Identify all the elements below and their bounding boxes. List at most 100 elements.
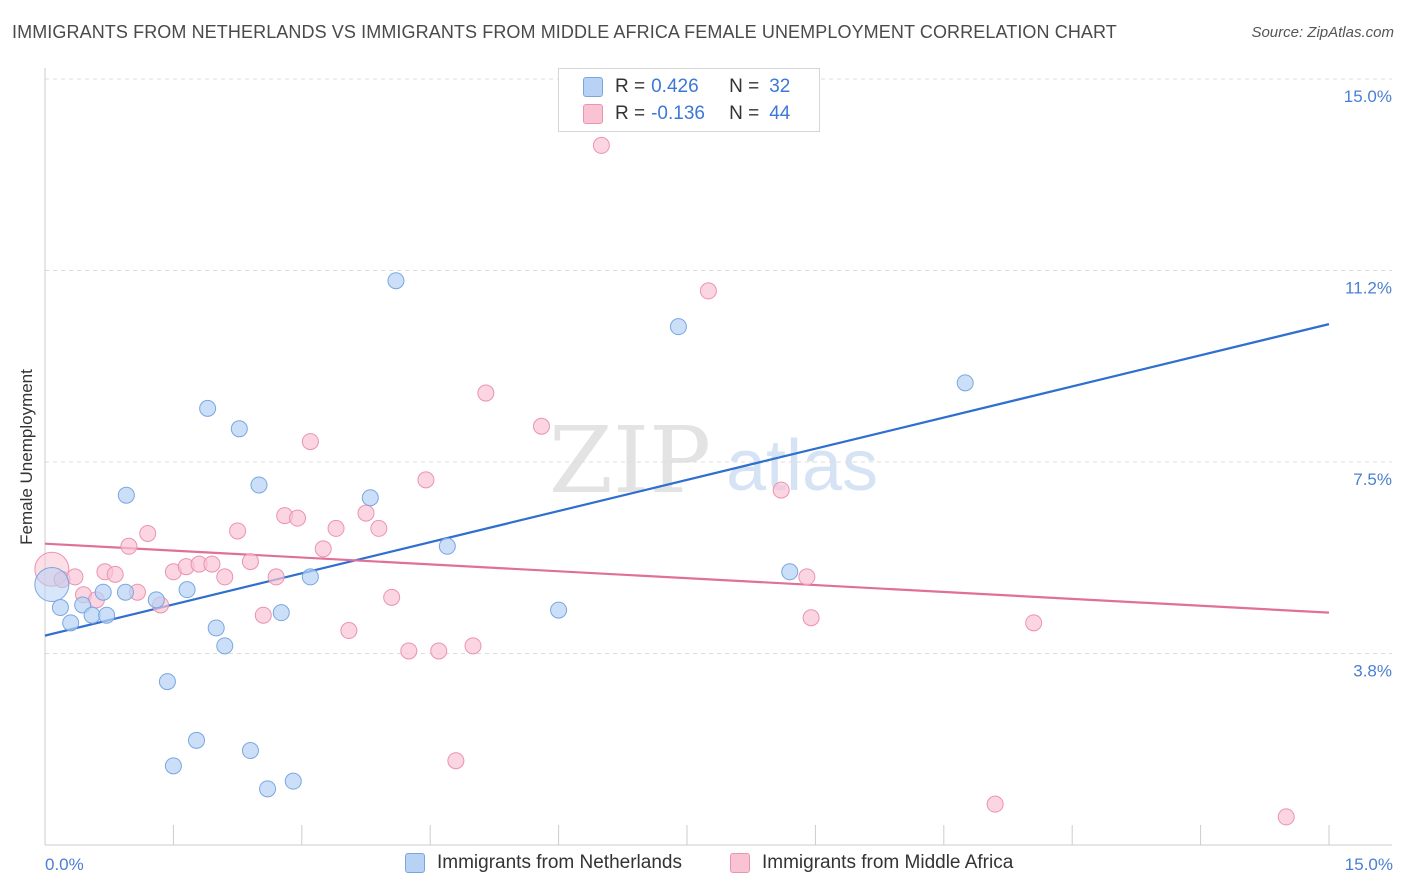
point-africa (327, 519, 345, 537)
point-africa (139, 524, 157, 542)
legend-n-value: 44 (769, 103, 791, 124)
point-africa (301, 433, 319, 451)
point-africa (532, 417, 550, 435)
point-netherlands (781, 563, 799, 581)
point-netherlands (301, 568, 319, 586)
point-netherlands (83, 606, 101, 624)
point-netherlands (259, 780, 277, 798)
y-tick-label: 11.2% (1345, 279, 1392, 298)
point-netherlands (272, 604, 290, 622)
point-africa (203, 555, 221, 573)
legend-n-value: 32 (769, 76, 791, 97)
legend-swatch-africa (583, 104, 603, 124)
tick-labels: 3.8% 7.5% 11.2% 15.0% 0.0% 15.0% (45, 87, 1393, 874)
point-africa (229, 522, 247, 540)
axes (44, 68, 1392, 846)
point-netherlands (387, 272, 405, 290)
point-africa (464, 637, 482, 655)
point-netherlands (178, 581, 196, 599)
watermark: ZIP atlas (549, 407, 878, 514)
point-netherlands (51, 599, 69, 617)
point-africa (1277, 808, 1295, 826)
point-africa (340, 622, 358, 640)
point-africa (254, 606, 272, 624)
point-netherlands (438, 537, 456, 555)
point-netherlands (116, 583, 134, 601)
point-africa (400, 642, 418, 660)
point-africa (267, 568, 285, 586)
point-africa (241, 553, 259, 571)
point-netherlands (216, 637, 234, 655)
point-africa (1025, 614, 1043, 632)
watermark-zip: ZIP (549, 407, 711, 514)
point-africa (66, 568, 84, 586)
point-netherlands (147, 591, 165, 609)
point-netherlands (199, 399, 217, 417)
point-netherlands (207, 619, 225, 637)
legend-n-label: N = (729, 76, 760, 97)
series-legend-africa[interactable]: Immigrants from Middle Africa (730, 852, 1013, 874)
point-africa (592, 136, 610, 154)
legend-row-netherlands: R = 0.426 N = 32 (583, 74, 790, 100)
trend-line-africa (44, 542, 1330, 614)
point-africa (417, 471, 435, 489)
point-africa (216, 568, 234, 586)
x-tick-label: 0.0% (45, 855, 84, 874)
point-africa (289, 509, 307, 527)
x-tick-label: 15.0% (1345, 855, 1393, 874)
point-africa (772, 481, 790, 499)
source-label: Source: ZipAtlas.com (1251, 24, 1394, 41)
point-africa (477, 384, 495, 402)
legend-r-value: 0.426 (651, 76, 699, 97)
series-swatch-netherlands (405, 853, 425, 873)
point-netherlands (250, 476, 268, 494)
point-netherlands (550, 601, 568, 619)
point-africa (430, 642, 448, 660)
point-africa (357, 504, 375, 522)
point-netherlands (98, 606, 116, 624)
legend-n-label: N = (729, 103, 760, 124)
point-africa (699, 282, 717, 300)
point-netherlands (230, 420, 248, 438)
point-africa (370, 519, 388, 537)
series-name-africa: Immigrants from Middle Africa (762, 852, 1014, 873)
y-tick-label: 15.0% (1344, 87, 1392, 106)
point-africa (120, 537, 138, 555)
data-points (34, 136, 1295, 826)
point-africa (802, 609, 820, 627)
series-name-netherlands: Immigrants from Netherlands (437, 852, 682, 873)
series-swatch-africa (730, 853, 750, 873)
point-africa (383, 588, 401, 606)
series-legend: Immigrants from Netherlands Immigrants f… (0, 852, 1406, 878)
point-netherlands (361, 489, 379, 507)
point-netherlands (62, 614, 80, 632)
point-netherlands (34, 567, 70, 603)
legend-r-label: R = (615, 76, 646, 97)
point-netherlands (117, 486, 135, 504)
point-africa (106, 565, 124, 583)
trend-line-netherlands (44, 323, 1330, 637)
legend-swatch-netherlands (583, 77, 603, 97)
point-netherlands (158, 673, 176, 691)
chart-title: IMMIGRANTS FROM NETHERLANDS VS IMMIGRANT… (12, 22, 1117, 42)
series-legend-netherlands[interactable]: Immigrants from Netherlands (405, 852, 682, 874)
point-africa (798, 568, 816, 586)
point-netherlands (164, 757, 182, 775)
point-netherlands (94, 583, 112, 601)
point-netherlands (188, 731, 206, 749)
point-africa (314, 540, 332, 558)
legend-r-value: -0.136 (651, 103, 705, 124)
point-netherlands (956, 374, 974, 392)
y-tick-label: 3.8% (1353, 662, 1392, 681)
legend: R = 0.426 N = 32 R = -0.136 N = 44 (558, 68, 820, 132)
point-africa (986, 795, 1004, 813)
legend-r-label: R = (615, 103, 646, 124)
trend-lines (44, 323, 1330, 637)
point-netherlands (669, 318, 687, 336)
y-tick-label: 7.5% (1353, 470, 1392, 489)
legend-row-africa: R = -0.136 N = 44 (583, 101, 790, 127)
point-netherlands (284, 772, 302, 790)
point-netherlands (241, 742, 259, 760)
point-africa (447, 752, 465, 770)
